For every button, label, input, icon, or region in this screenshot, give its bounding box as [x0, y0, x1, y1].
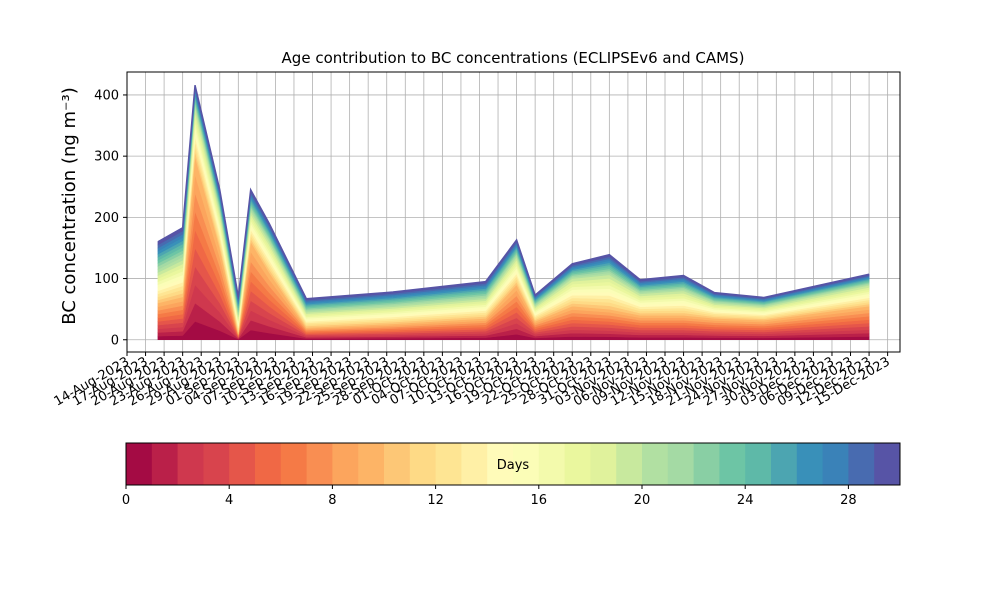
y-axis-label: BC concentration (ng m⁻³) [59, 87, 80, 325]
y-tick-label: 0 [111, 333, 119, 348]
colorbar-label: Days [497, 458, 530, 473]
colorbar-swatch [384, 443, 411, 485]
plot-frame [126, 71, 901, 353]
colorbar-swatch [719, 443, 746, 485]
colorbar-swatch [461, 443, 488, 485]
colorbar-swatch [513, 443, 540, 485]
y-tick-label: 300 [94, 150, 119, 165]
colorbar-swatch [667, 443, 695, 485]
colorbar-frame [125, 442, 901, 486]
colorbar-swatch [822, 443, 849, 485]
chart-title: Age contribution to BC concentrations (E… [282, 49, 745, 67]
colorbar-swatch [693, 443, 720, 485]
colorbar-tick-label: 16 [531, 493, 548, 508]
colorbar-swatch [874, 443, 901, 485]
colorbar-swatch [616, 443, 643, 485]
colorbar-swatch [564, 443, 591, 485]
colorbar-tick-label: 24 [737, 493, 754, 508]
colorbar-swatch [409, 443, 437, 485]
colorbar-tick-label: 28 [840, 493, 857, 508]
colorbar-swatch [435, 443, 462, 485]
colorbar-swatch [306, 443, 333, 485]
colorbar-tick-label: 8 [328, 493, 336, 508]
colorbar-tick-label: 20 [634, 493, 651, 508]
colorbar-swatch [255, 443, 282, 485]
colorbar-swatch [358, 443, 385, 485]
y-tick-label: 200 [94, 211, 119, 226]
top-edge [157, 84, 870, 300]
colorbar-swatch [126, 443, 153, 485]
colorbar-swatch [590, 443, 617, 485]
colorbar-swatch [151, 443, 179, 485]
colorbar-swatch [229, 443, 256, 485]
colorbar-swatch [280, 443, 308, 485]
y-tick-label: 100 [94, 272, 119, 287]
colorbar-swatch [642, 443, 669, 485]
colorbar-swatch [487, 443, 514, 485]
colorbar-swatch [538, 443, 566, 485]
colorbar-swatch [745, 443, 772, 485]
colorbar-swatch [332, 443, 359, 485]
colorbar-swatch [848, 443, 875, 485]
colorbar-swatch [203, 443, 230, 485]
colorbar-tick-label: 0 [122, 493, 130, 508]
colorbar-swatch [796, 443, 824, 485]
colorbar-swatch [177, 443, 204, 485]
y-tick-label: 400 [94, 88, 119, 103]
colorbar-swatch [771, 443, 798, 485]
colorbar-tick-label: 12 [427, 493, 444, 508]
colorbar-tick-label: 4 [225, 493, 233, 508]
